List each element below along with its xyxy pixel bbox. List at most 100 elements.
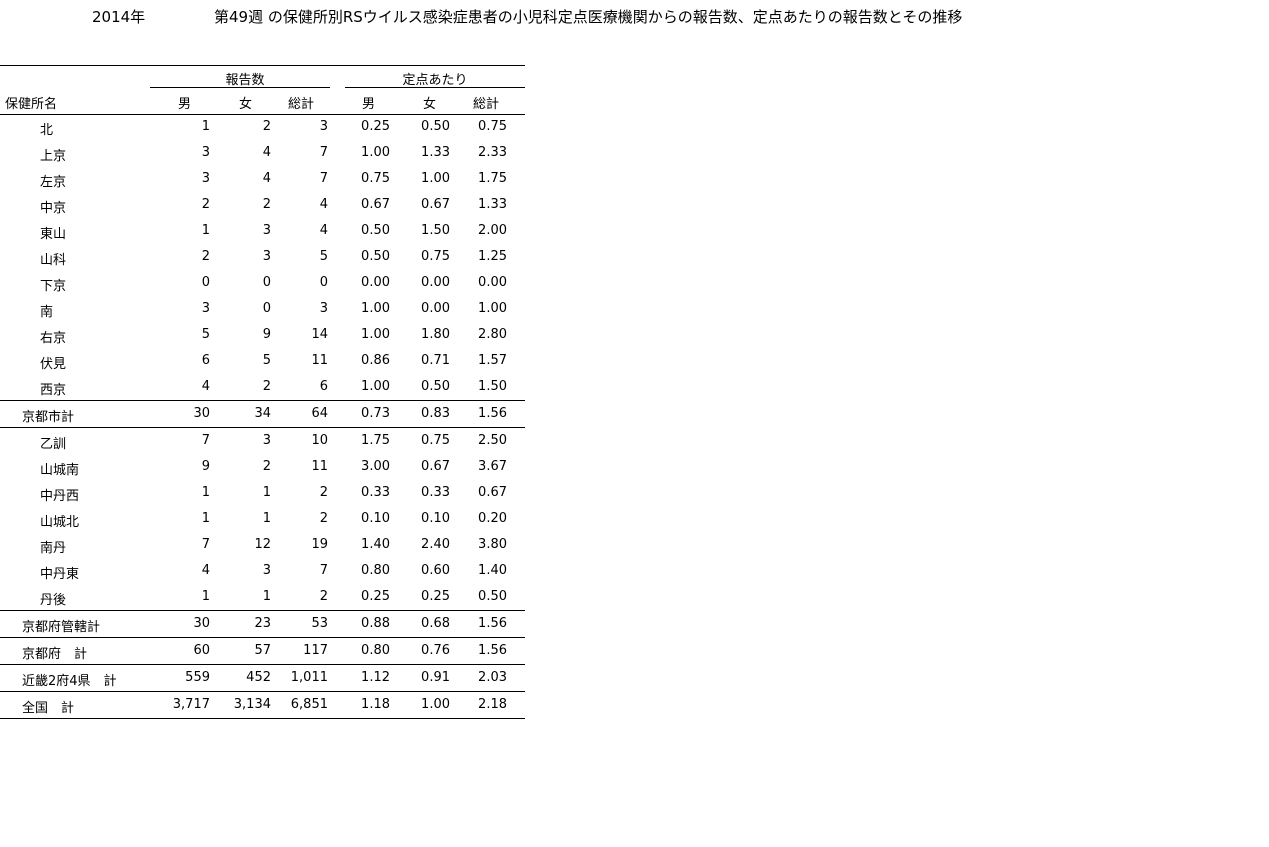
table-cell: 0 [262, 275, 271, 290]
table-row: 南丹 7 12 19 1.40 2.40 3.80 [0, 532, 525, 558]
table-cell: 3 [319, 119, 328, 134]
clinic-name: 南 [40, 305, 54, 320]
clinic-name: 山城北 [40, 515, 80, 530]
table-cell: 3 [262, 563, 271, 578]
table-cell: 2.03 [478, 670, 507, 685]
table-cell: 0.75 [361, 171, 390, 186]
table-row: 丹後 1 1 2 0.25 0.25 0.50 [0, 584, 525, 610]
table-cell: 0 [262, 301, 271, 316]
col-header-total: 総計 [288, 97, 315, 112]
col-header-male: 男 [178, 97, 192, 112]
table-cell: 1 [262, 589, 271, 604]
clinic-name: 北 [40, 123, 54, 138]
clinic-name: 近畿2府4県 計 [22, 674, 117, 689]
table-cell: 2 [262, 459, 271, 474]
clinic-name: 京都府管轄計 [22, 620, 101, 635]
table-cell: 1.75 [361, 433, 390, 448]
table-cell: 1.33 [478, 197, 507, 212]
clinic-name: 全国 計 [22, 701, 75, 716]
table-cell: 0.75 [478, 119, 507, 134]
table-row: 山城北 1 1 2 0.10 0.10 0.20 [0, 506, 525, 532]
clinic-name: 京都市計 [22, 410, 75, 425]
table-cell: 0.86 [361, 353, 390, 368]
table-cell: 1,011 [290, 670, 328, 685]
table-cell: 2.80 [478, 327, 507, 342]
table-cell: 1 [262, 485, 271, 500]
table-cell: 3 [262, 223, 271, 238]
table-cell: 3 [262, 249, 271, 264]
table-cell: 6,851 [290, 697, 328, 712]
table-row: 東山 1 3 4 0.50 1.50 2.00 [0, 218, 525, 244]
table-cell: 1.00 [421, 697, 450, 712]
table-cell: 0.80 [361, 643, 390, 658]
table-cell: 2 [201, 197, 210, 212]
clinic-name: 東山 [40, 227, 67, 242]
table-cell: 1.50 [478, 379, 507, 394]
table-cell: 0.67 [361, 197, 390, 212]
table-cell: 0.00 [361, 275, 390, 290]
table-cell: 452 [246, 670, 271, 685]
table-cell: 0.10 [361, 511, 390, 526]
table-cell: 5 [262, 353, 271, 368]
table-cell: 4 [201, 379, 210, 394]
table-row: 西京 4 2 6 1.00 0.50 1.50 [0, 374, 525, 400]
table-cell: 3,134 [233, 697, 271, 712]
clinic-name: 下京 [40, 279, 67, 294]
clinic-name: 左京 [40, 175, 67, 190]
table-cell: 3.00 [361, 459, 390, 474]
table-cell: 4 [201, 563, 210, 578]
clinic-name: 上京 [40, 149, 67, 164]
table-cell: 1.00 [361, 301, 390, 316]
table-cell: 0 [319, 275, 328, 290]
col-header-per-female: 女 [423, 97, 437, 112]
table-cell: 1.40 [361, 537, 390, 552]
table-row: 右京 5 9 14 1.00 1.80 2.80 [0, 322, 525, 348]
table-cell: 14 [311, 327, 328, 342]
table-cell: 12 [254, 537, 271, 552]
table-cell: 1 [201, 589, 210, 604]
table-row: 山城南 9 2 11 3.00 0.67 3.67 [0, 454, 525, 480]
table-row: 北 1 2 3 0.25 0.50 0.75 [0, 114, 525, 140]
table-cell: 3 [201, 145, 210, 160]
table-row: 京都府管轄計 30 23 53 0.88 0.68 1.56 [0, 611, 525, 637]
clinic-name: 西京 [40, 383, 67, 398]
col-header-per-total: 総計 [473, 97, 500, 112]
table-cell: 1.00 [421, 171, 450, 186]
table-cell: 0.20 [478, 511, 507, 526]
clinic-name: 京都府 計 [22, 647, 88, 662]
table-cell: 1.50 [421, 223, 450, 238]
table-cell: 60 [193, 643, 210, 658]
table-cell: 7 [319, 145, 328, 160]
table-cell: 19 [311, 537, 328, 552]
table-cell: 0.50 [421, 119, 450, 134]
table-cell: 4 [262, 171, 271, 186]
table-cell: 1.56 [478, 616, 507, 631]
table-cell: 1 [201, 223, 210, 238]
table-cell: 0.00 [421, 301, 450, 316]
table-cell: 0.83 [421, 406, 450, 421]
table-cell: 1 [201, 119, 210, 134]
table-cell: 0.67 [478, 485, 507, 500]
table-cell: 0.80 [361, 563, 390, 578]
table-cell: 5 [319, 249, 328, 264]
table-cell: 0.33 [421, 485, 450, 500]
table-cell: 30 [193, 406, 210, 421]
table-cell: 3.80 [478, 537, 507, 552]
table-cell: 7 [319, 171, 328, 186]
table-cell: 559 [185, 670, 210, 685]
table-cell: 2 [262, 379, 271, 394]
table-cell: 7 [201, 537, 210, 552]
table-cell: 1.80 [421, 327, 450, 342]
table-cell: 2.33 [478, 145, 507, 160]
table-cell: 4 [262, 145, 271, 160]
clinic-name: 中京 [40, 201, 67, 216]
table-cell: 1.00 [361, 327, 390, 342]
page-title: 2014年 第49週 の保健所別RSウイルス感染症患者の小児科定点医療機関からの報… [92, 6, 962, 27]
table-cell: 1.00 [478, 301, 507, 316]
table-cell: 0.50 [421, 379, 450, 394]
table-cell: 0.71 [421, 353, 450, 368]
table-cell: 1.18 [361, 697, 390, 712]
table-cell: 3 [201, 171, 210, 186]
table-cell: 0.00 [478, 275, 507, 290]
col-header-female: 女 [239, 97, 253, 112]
